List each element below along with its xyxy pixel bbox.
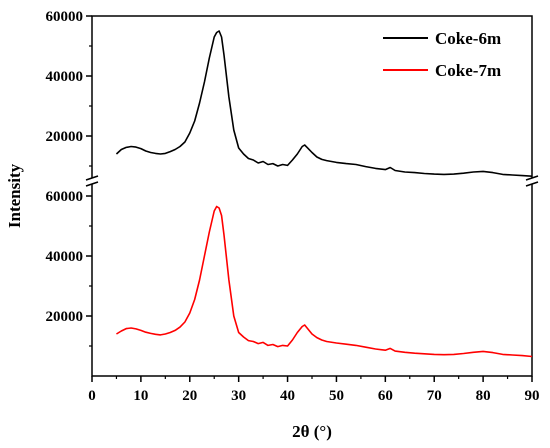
x-tick-label: 60 <box>378 388 393 404</box>
x-tick-label: 30 <box>231 388 246 404</box>
axis-break-mark <box>85 175 539 187</box>
x-tick-label: 80 <box>476 388 491 404</box>
axis-break-slash <box>525 181 539 187</box>
x-tick-label: 90 <box>525 388 540 404</box>
y-tick-label-upper: 20000 <box>46 129 84 145</box>
y-tick-label-lower: 60000 <box>46 189 84 205</box>
axis-break-slash <box>525 175 539 181</box>
x-tick-label: 20 <box>182 388 197 404</box>
x-axis-title: 2θ (°) <box>292 422 332 441</box>
series-layer <box>115 30 533 358</box>
axis-break-gap <box>88 178 96 184</box>
legend-label-coke-7m: Coke-7m <box>435 61 501 80</box>
x-tick-label: 10 <box>133 388 148 404</box>
legend: Coke-6m Coke-7m <box>383 29 501 80</box>
legend-label-coke-6m: Coke-6m <box>435 29 501 48</box>
y-tick-label-upper: 40000 <box>46 69 84 85</box>
y-tick-label-upper: 60000 <box>46 9 84 25</box>
x-tick-label: 50 <box>329 388 344 404</box>
x-tick-label: 70 <box>427 388 442 404</box>
x-tick-label: 0 <box>88 388 96 404</box>
x-ticks: 0 10 20 30 40 50 60 70 80 90 <box>88 376 540 404</box>
axis-break-slash <box>85 181 99 187</box>
y-tick-label-lower: 40000 <box>46 249 84 265</box>
axis-break-slash <box>85 175 99 181</box>
plot-area: 0 10 20 30 40 50 60 70 80 90 20000400006000020000… <box>46 9 540 404</box>
series-line-coke-6m <box>115 30 533 177</box>
x-tick-label: 40 <box>280 388 295 404</box>
y-axis-title: Intensity <box>5 163 24 228</box>
series-line-coke-7m <box>116 205 533 358</box>
y-ticks: 20000 40000 60000 20000 40000 60000 <box>46 9 92 347</box>
axis-break-gap <box>528 178 536 184</box>
y-tick-label-lower: 20000 <box>46 309 84 325</box>
